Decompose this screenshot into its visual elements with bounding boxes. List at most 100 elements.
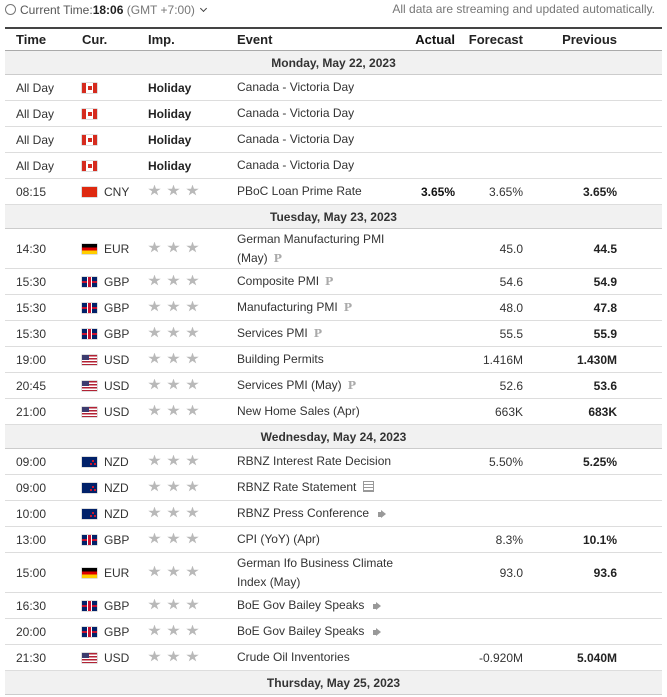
importance	[136, 552, 225, 593]
event: Manufacturing PMI	[237, 300, 338, 314]
star	[148, 454, 161, 466]
b: 18:06	[92, 3, 124, 17]
star	[148, 650, 161, 662]
star	[167, 598, 180, 610]
cur: NZD	[104, 454, 129, 469]
tbody: Monday, May 22, 2023 All Day Holiday Canada…	[5, 50, 662, 695]
ev: CPI (YoY) (Apr)	[237, 530, 320, 549]
previous	[529, 592, 662, 619]
row: 09:00 NZD RBNZ Interest Rate Decision 5.50%…	[5, 448, 662, 475]
previous: 5.25%	[529, 448, 662, 475]
importance: Holiday	[136, 100, 225, 127]
previous: 93.6	[529, 552, 662, 593]
star	[186, 598, 199, 610]
star	[148, 506, 161, 518]
event: Services PMI (May)	[237, 378, 342, 392]
star	[167, 352, 180, 364]
th: Forecast	[459, 27, 529, 51]
star	[148, 565, 161, 577]
row: 21:00 USD New Home Sales (Apr) 663K 683K	[5, 398, 662, 425]
cur: GBP	[104, 624, 130, 639]
actual	[412, 592, 459, 619]
previous	[529, 126, 662, 153]
cur: USD	[104, 404, 130, 419]
row: 13:00 GBP CPI (YoY) (Apr) 8.3% 10.1%	[5, 526, 662, 553]
event-cell: New Home Sales (Apr)	[225, 398, 412, 425]
star	[148, 532, 161, 544]
forecast	[459, 100, 529, 127]
event-cell: Canada - Victoria Day	[225, 126, 412, 153]
previous: 47.8	[529, 294, 662, 321]
mk: P	[313, 327, 322, 340]
previous	[529, 500, 662, 527]
star	[148, 274, 161, 286]
time: 21:30	[5, 644, 70, 671]
event-cell: RBNZ Rate Statement	[225, 474, 412, 501]
star	[148, 378, 161, 390]
row: 10:00 NZD RBNZ Press Conference	[5, 500, 662, 527]
th: Event	[225, 27, 412, 51]
actual	[412, 228, 459, 269]
row: 16:30 GBP BoE Gov Bailey Speaks	[5, 592, 662, 619]
stars	[148, 352, 205, 367]
ca	[82, 82, 97, 93]
event-cell: German Ifo Business Climate Index (May)	[225, 552, 412, 593]
star	[186, 184, 199, 196]
forecast	[459, 474, 529, 501]
chev	[199, 4, 207, 13]
star	[167, 378, 180, 390]
previous: 44.5	[529, 228, 662, 269]
event: CPI (YoY) (Apr)	[237, 532, 320, 546]
currency	[70, 100, 136, 127]
ca	[82, 160, 97, 171]
th: Actual	[412, 27, 459, 51]
previous: 53.6	[529, 372, 662, 399]
forecast	[459, 592, 529, 619]
event: Building Permits	[237, 352, 324, 366]
star	[167, 532, 180, 544]
row: 15:30 GBP Manufacturing PMI P 48.0 47.8	[5, 294, 662, 321]
currency: USD	[70, 346, 136, 373]
ca	[82, 134, 97, 145]
time: All Day	[5, 152, 70, 179]
actual	[412, 100, 459, 127]
actual	[412, 448, 459, 475]
event-cell: Building Permits	[225, 346, 412, 373]
star	[186, 454, 199, 466]
previous: 10.1%	[529, 526, 662, 553]
cur: GBP	[104, 300, 130, 315]
clock	[5, 4, 16, 15]
star	[167, 506, 180, 518]
th: Cur.	[70, 27, 136, 51]
event: German Ifo Business Climate Index (May)	[237, 555, 394, 589]
stars	[148, 274, 205, 289]
time: 16:30	[5, 592, 70, 619]
actual	[412, 474, 459, 501]
hol: Holiday	[148, 106, 192, 121]
importance	[136, 268, 225, 295]
time: 20:45	[5, 372, 70, 399]
stars	[148, 565, 205, 580]
cur: GBP	[104, 326, 130, 341]
event: BoE Gov Bailey Speaks	[237, 598, 365, 612]
stars	[148, 454, 205, 469]
row: All Day Holiday Canada - Victoria Day	[5, 126, 662, 153]
us	[82, 354, 97, 365]
event-cell: Canada - Victoria Day	[225, 74, 412, 101]
stars	[148, 624, 205, 639]
importance	[136, 320, 225, 347]
forecast: 55.5	[459, 320, 529, 347]
actual	[412, 552, 459, 593]
top-bar: Current Time:18:06 (GMT +7:00) All data …	[0, 0, 667, 27]
ev: RBNZ Press Conference	[237, 504, 383, 523]
mk: P	[347, 379, 356, 392]
us	[82, 406, 97, 417]
event-cell: RBNZ Interest Rate Decision	[225, 448, 412, 475]
row: All Day Holiday Canada - Victoria Day	[5, 74, 662, 101]
currency	[70, 126, 136, 153]
previous	[529, 100, 662, 127]
actual	[412, 320, 459, 347]
currency: USD	[70, 644, 136, 671]
row: 15:30 GBP Composite PMI P 54.6 54.9	[5, 268, 662, 295]
star	[148, 326, 161, 338]
